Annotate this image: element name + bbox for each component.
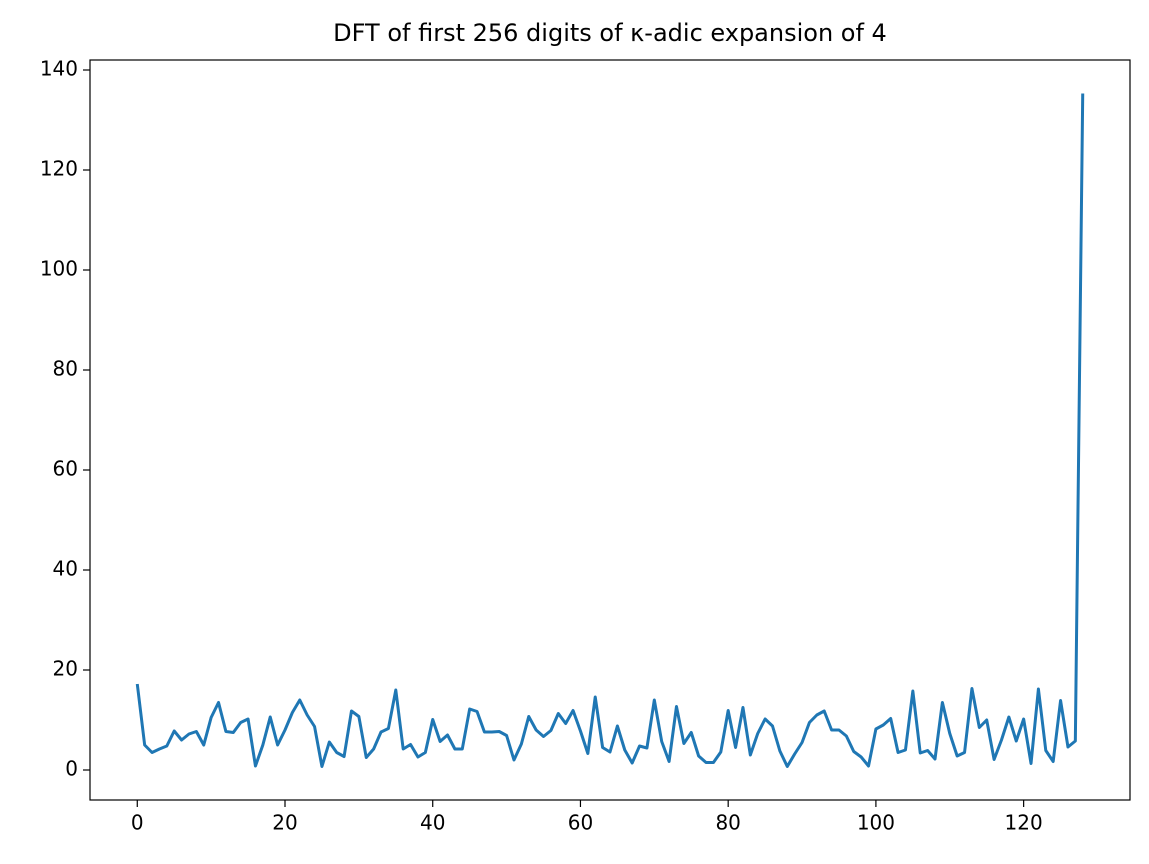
y-tick-label: 80 [53,357,78,381]
x-tick-label: 0 [131,811,144,835]
y-tick-label: 100 [40,257,78,281]
y-tick-label: 60 [53,457,78,481]
data-line [135,93,1085,768]
y-tick-label: 120 [40,157,78,181]
x-tick-label: 120 [1005,811,1043,835]
chart-title: DFT of first 256 digits of κ-adic expans… [333,19,887,47]
x-tick-label: 20 [272,811,297,835]
y-tick-label: 40 [53,557,78,581]
y-tick-label: 0 [65,757,78,781]
y-tick-label: 20 [53,657,78,681]
x-tick-label: 100 [857,811,895,835]
x-tick-label: 80 [715,811,740,835]
y-tick-label: 140 [40,57,78,81]
plot-frame [89,59,1131,801]
x-tick-label: 40 [420,811,445,835]
x-tick-label: 60 [568,811,593,835]
